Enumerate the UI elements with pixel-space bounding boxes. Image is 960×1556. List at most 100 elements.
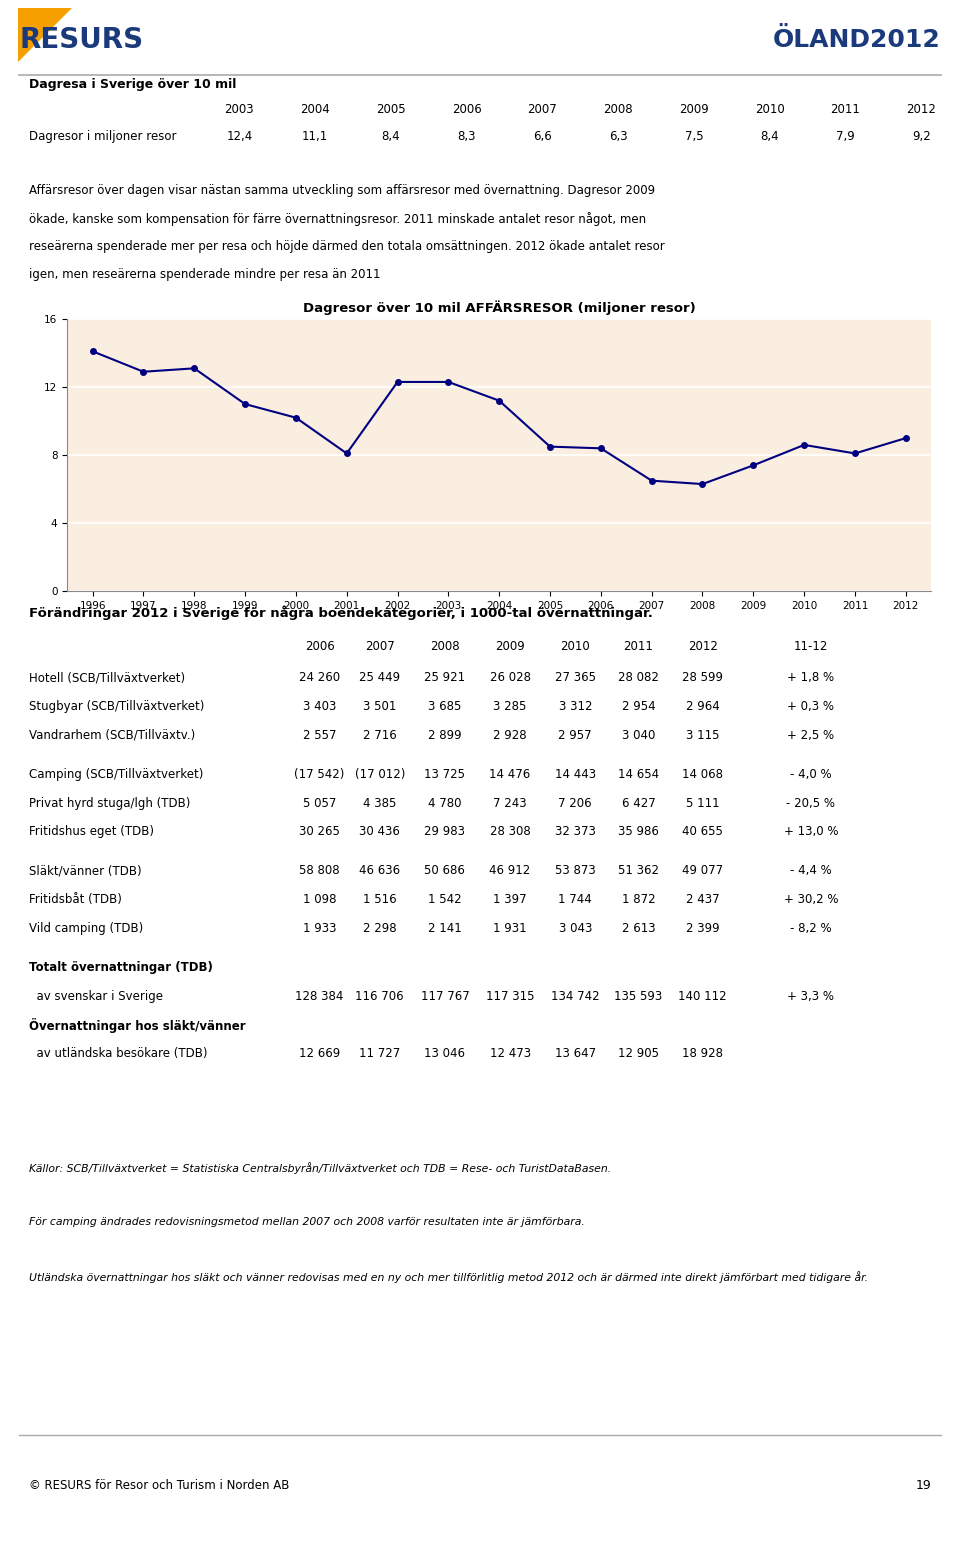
Text: 24 260: 24 260 bbox=[299, 671, 340, 685]
Text: 2003: 2003 bbox=[225, 103, 254, 117]
Text: 2009: 2009 bbox=[679, 103, 708, 117]
Text: 3 285: 3 285 bbox=[493, 700, 527, 713]
Text: 2 399: 2 399 bbox=[685, 921, 719, 935]
Text: 4 385: 4 385 bbox=[363, 797, 396, 809]
Text: 2012: 2012 bbox=[687, 641, 717, 654]
Text: 2010: 2010 bbox=[755, 103, 784, 117]
Text: 46 912: 46 912 bbox=[490, 864, 531, 878]
Text: - 20,5 %: - 20,5 % bbox=[786, 797, 835, 809]
Text: 29 983: 29 983 bbox=[424, 825, 466, 839]
Text: 1 542: 1 542 bbox=[428, 893, 462, 906]
Text: 46 636: 46 636 bbox=[359, 864, 400, 878]
Text: 1 933: 1 933 bbox=[302, 921, 336, 935]
Text: Privat hyrd stuga/lgh (TDB): Privat hyrd stuga/lgh (TDB) bbox=[29, 797, 190, 809]
Text: 1 872: 1 872 bbox=[622, 893, 656, 906]
Text: 8,4: 8,4 bbox=[760, 131, 779, 143]
Text: 50 686: 50 686 bbox=[424, 864, 466, 878]
Text: 3 685: 3 685 bbox=[428, 700, 462, 713]
Text: + 30,2 %: + 30,2 % bbox=[783, 893, 838, 906]
Text: 13 046: 13 046 bbox=[424, 1047, 466, 1060]
Text: 9,2: 9,2 bbox=[912, 131, 930, 143]
Text: 5 057: 5 057 bbox=[303, 797, 336, 809]
Text: 27 365: 27 365 bbox=[555, 671, 596, 685]
Text: Källor: SCB/Tillväxtverket = Statistiska Centralsbyrån/Tillväxtverket och TDB = : Källor: SCB/Tillväxtverket = Statistiska… bbox=[29, 1162, 612, 1175]
Text: (17 012): (17 012) bbox=[354, 767, 405, 781]
Text: Dagresa i Sverige över 10 mil: Dagresa i Sverige över 10 mil bbox=[29, 78, 236, 90]
Text: 14 654: 14 654 bbox=[618, 767, 659, 781]
Text: 2 899: 2 899 bbox=[428, 728, 462, 742]
Text: 7 243: 7 243 bbox=[493, 797, 527, 809]
Text: 2006: 2006 bbox=[304, 641, 334, 654]
Text: 30 265: 30 265 bbox=[300, 825, 340, 839]
Text: Camping (SCB/Tillväxtverket): Camping (SCB/Tillväxtverket) bbox=[29, 767, 204, 781]
Text: 25 449: 25 449 bbox=[359, 671, 400, 685]
Text: 8,3: 8,3 bbox=[457, 131, 476, 143]
Text: 19: 19 bbox=[916, 1480, 931, 1492]
Text: + 13,0 %: + 13,0 % bbox=[783, 825, 838, 839]
Text: 53 873: 53 873 bbox=[555, 864, 595, 878]
Text: 13 725: 13 725 bbox=[424, 767, 466, 781]
Text: 6 427: 6 427 bbox=[621, 797, 656, 809]
Text: 3 040: 3 040 bbox=[622, 728, 655, 742]
Text: 2 557: 2 557 bbox=[302, 728, 336, 742]
Text: 11 727: 11 727 bbox=[359, 1047, 400, 1060]
Text: 2011: 2011 bbox=[623, 641, 654, 654]
Text: Dagresor i miljoner resor: Dagresor i miljoner resor bbox=[29, 131, 177, 143]
Text: Utländska övernattningar hos släkt och vänner redovisas med en ny och mer tillfö: Utländska övernattningar hos släkt och v… bbox=[29, 1271, 868, 1284]
Text: 2 716: 2 716 bbox=[363, 728, 396, 742]
Text: 2009: 2009 bbox=[495, 641, 525, 654]
Text: av svenskar i Sverige: av svenskar i Sverige bbox=[29, 990, 163, 1002]
Text: 3 403: 3 403 bbox=[303, 700, 336, 713]
Text: För camping ändrades redovisningsmetod mellan 2007 och 2008 varför resultaten in: För camping ändrades redovisningsmetod m… bbox=[29, 1217, 585, 1226]
Text: 2 613: 2 613 bbox=[622, 921, 656, 935]
Text: 2008: 2008 bbox=[603, 103, 633, 117]
Text: 28 082: 28 082 bbox=[618, 671, 659, 685]
Text: Fritidsbåt (TDB): Fritidsbåt (TDB) bbox=[29, 893, 122, 906]
Text: 3 501: 3 501 bbox=[363, 700, 396, 713]
Text: 14 443: 14 443 bbox=[555, 767, 596, 781]
Text: - 8,2 %: - 8,2 % bbox=[790, 921, 831, 935]
Text: 7,9: 7,9 bbox=[836, 131, 854, 143]
Text: 2006: 2006 bbox=[452, 103, 482, 117]
Text: 2 141: 2 141 bbox=[428, 921, 462, 935]
Text: 5 111: 5 111 bbox=[685, 797, 719, 809]
Text: (17 542): (17 542) bbox=[295, 767, 345, 781]
Text: 3 043: 3 043 bbox=[559, 921, 592, 935]
Text: Fritidshus eget (TDB): Fritidshus eget (TDB) bbox=[29, 825, 154, 839]
Text: 2011: 2011 bbox=[830, 103, 860, 117]
Text: ÖLAND2012: ÖLAND2012 bbox=[772, 28, 940, 51]
Text: 12 905: 12 905 bbox=[618, 1047, 659, 1060]
Text: Stugbyar (SCB/Tillväxtverket): Stugbyar (SCB/Tillväxtverket) bbox=[29, 700, 204, 713]
Text: 26 028: 26 028 bbox=[490, 671, 531, 685]
Text: av utländska besökare (TDB): av utländska besökare (TDB) bbox=[29, 1047, 207, 1060]
Text: RESURS: RESURS bbox=[20, 26, 144, 54]
Text: igen, men reseärerna spenderade mindre per resa än 2011: igen, men reseärerna spenderade mindre p… bbox=[29, 268, 380, 280]
Text: 117 767: 117 767 bbox=[420, 990, 469, 1002]
Text: 12 669: 12 669 bbox=[299, 1047, 340, 1060]
Text: + 3,3 %: + 3,3 % bbox=[787, 990, 834, 1002]
Text: 2004: 2004 bbox=[300, 103, 330, 117]
Text: 7 206: 7 206 bbox=[559, 797, 592, 809]
Text: 4 780: 4 780 bbox=[428, 797, 462, 809]
Text: 128 384: 128 384 bbox=[296, 990, 344, 1002]
Text: 18 928: 18 928 bbox=[683, 1047, 723, 1060]
Text: 2 928: 2 928 bbox=[493, 728, 527, 742]
Text: 14 068: 14 068 bbox=[683, 767, 723, 781]
Text: 12,4: 12,4 bbox=[227, 131, 252, 143]
Text: ökade, kanske som kompensation för färre övernattningsresor. 2011 minskade antal: ökade, kanske som kompensation för färre… bbox=[29, 212, 646, 226]
Text: 2 964: 2 964 bbox=[685, 700, 719, 713]
Text: Vandrarhem (SCB/Tillväxtv.): Vandrarhem (SCB/Tillväxtv.) bbox=[29, 728, 195, 742]
Text: 2 954: 2 954 bbox=[622, 700, 656, 713]
Text: Släkt/vänner (TDB): Släkt/vänner (TDB) bbox=[29, 864, 141, 878]
Text: 140 112: 140 112 bbox=[679, 990, 727, 1002]
Text: 1 397: 1 397 bbox=[493, 893, 527, 906]
Text: 35 986: 35 986 bbox=[618, 825, 659, 839]
Text: 49 077: 49 077 bbox=[682, 864, 723, 878]
Text: 2007: 2007 bbox=[527, 103, 557, 117]
Text: 135 593: 135 593 bbox=[614, 990, 662, 1002]
Text: + 2,5 %: + 2,5 % bbox=[787, 728, 834, 742]
Text: 6,3: 6,3 bbox=[609, 131, 628, 143]
Text: 2007: 2007 bbox=[365, 641, 395, 654]
Text: 13 647: 13 647 bbox=[555, 1047, 596, 1060]
Text: 2005: 2005 bbox=[376, 103, 406, 117]
